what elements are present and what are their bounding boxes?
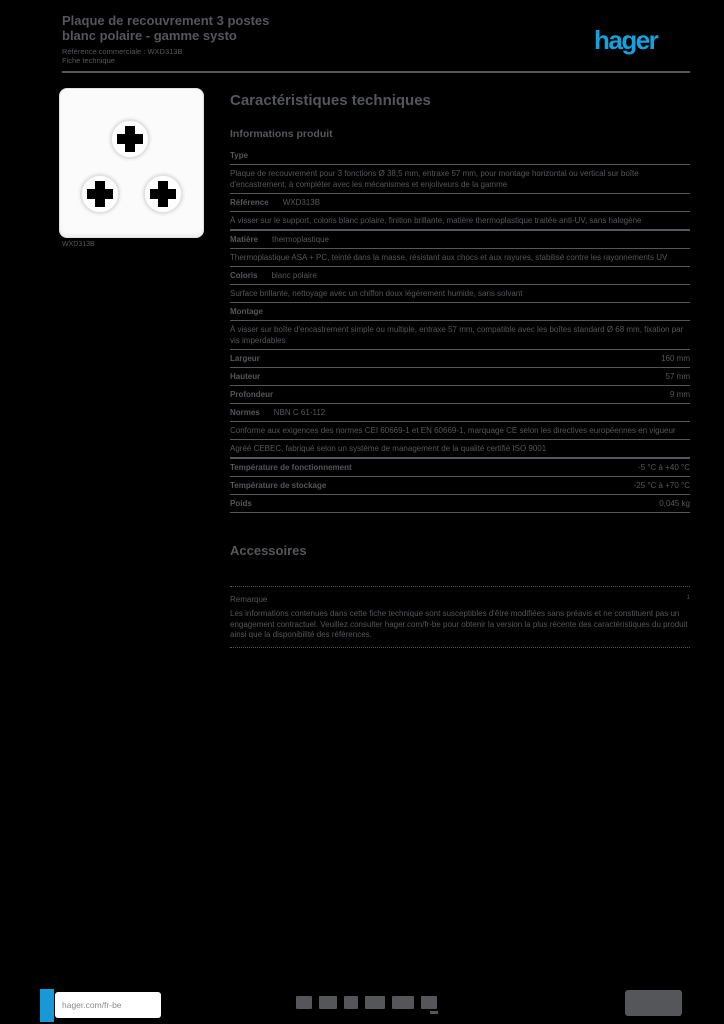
spec-text-row: Conforme aux exigences des normes CEI 60… bbox=[230, 422, 690, 440]
spec-row: Type bbox=[230, 147, 690, 165]
hager-logo: hager bbox=[594, 25, 659, 55]
spec-text-row: À visser sur boîte d'encastrement simple… bbox=[230, 321, 690, 350]
main-content: Caractéristiques techniques Informations… bbox=[230, 88, 690, 648]
note-superscript: 1 bbox=[686, 595, 690, 601]
spec-text-row: Agréé CEBEC, fabriqué selon un système d… bbox=[230, 440, 690, 459]
certification-mark-icon bbox=[319, 996, 337, 1009]
page-title: Caractéristiques techniques bbox=[230, 92, 431, 109]
spec-label: Référence bbox=[230, 198, 269, 207]
certification-mark-icon bbox=[344, 996, 358, 1009]
spec-text: Plaque de recouvrement pour 3 fonctions … bbox=[230, 169, 639, 189]
header: Plaque de recouvrement 3 postes blanc po… bbox=[62, 13, 422, 65]
spec-text-row: Surface brillante, nettoyage avec un chi… bbox=[230, 285, 690, 303]
spec-value: -25 °C à +70 °C bbox=[633, 481, 690, 490]
spec-value: -5 °C à +40 °C bbox=[638, 463, 690, 472]
note-header: Remarque 1 bbox=[230, 586, 690, 604]
note-text: Les informations contenues dans cette fi… bbox=[230, 609, 690, 648]
spec-value: thermoplastique bbox=[272, 235, 329, 244]
product-title-line1: Plaque de recouvrement 3 postes bbox=[62, 13, 270, 28]
spec-value: 57 mm bbox=[665, 372, 690, 381]
header-doctype: Fiche technique bbox=[62, 56, 115, 65]
spec-text: Surface brillante, nettoyage avec un chi… bbox=[230, 289, 523, 298]
website-link[interactable]: hager.com/fr-be bbox=[62, 1000, 122, 1010]
subsection-heading: Accessoires bbox=[230, 543, 307, 558]
certification-marks bbox=[296, 996, 437, 1009]
product-image bbox=[59, 88, 204, 238]
spec-value: NBN C 61-112 bbox=[273, 408, 326, 417]
spec-label: Température de fonctionnement bbox=[230, 463, 352, 472]
spec-row: Coloris blanc polaire bbox=[230, 267, 690, 285]
spec-row: Profondeur 9 mm bbox=[230, 386, 690, 404]
certification-mark-icon bbox=[421, 996, 437, 1009]
socket-hole-left-icon bbox=[80, 174, 120, 214]
spec-row: Hauteur 57 mm bbox=[230, 368, 690, 386]
footer-accent-bar bbox=[40, 989, 54, 1022]
spec-value: 9 mm bbox=[670, 390, 690, 399]
spec-text: Thermoplastique ASA + PC, teinté dans la… bbox=[230, 253, 668, 262]
spec-text-row: Thermoplastique ASA + PC, teinté dans la… bbox=[230, 249, 690, 267]
header-divider bbox=[62, 71, 690, 73]
spec-label: Température de stockage bbox=[230, 481, 327, 490]
certification-mark-icon bbox=[296, 996, 312, 1009]
spec-label: Matière bbox=[230, 235, 259, 244]
socket-hole-top-icon bbox=[110, 119, 150, 159]
spec-value: 160 mm bbox=[661, 354, 690, 363]
spec-label: Largeur bbox=[230, 354, 260, 363]
footer-website-badge: hager.com/fr-be bbox=[55, 992, 161, 1018]
spec-row: Température de stockage -25 °C à +70 °C bbox=[230, 477, 690, 495]
spec-value: WXD313B bbox=[282, 198, 321, 207]
spec-text: À visser sur boîte d'encastrement simple… bbox=[230, 325, 684, 345]
spec-row: Montage bbox=[230, 303, 690, 321]
spec-label: Profondeur bbox=[230, 390, 274, 399]
spec-label: Hauteur bbox=[230, 372, 261, 381]
spec-label: Normes bbox=[230, 408, 260, 417]
spec-row: Température de fonctionnement -5 °C à +4… bbox=[230, 459, 690, 477]
section-heading: Informations produit bbox=[230, 128, 333, 140]
spec-value: 0,045 kg bbox=[659, 499, 690, 508]
spec-value: blanc polaire bbox=[271, 271, 317, 280]
spec-text-row: Plaque de recouvrement pour 3 fonctions … bbox=[230, 165, 690, 194]
spec-label: Type bbox=[230, 151, 249, 160]
spec-text-row: À visser sur le support, coloris blanc p… bbox=[230, 212, 690, 231]
product-title-line2: blanc polaire - gamme systo bbox=[62, 28, 237, 43]
spec-row: Référence WXD313B bbox=[230, 194, 690, 212]
spec-label: Coloris bbox=[230, 271, 258, 280]
header-reference: Référence commerciale : WXD313B bbox=[62, 47, 183, 56]
spec-row: Poids 0,045 kg bbox=[230, 495, 690, 513]
spec-text: À visser sur le support, coloris blanc p… bbox=[230, 216, 642, 225]
image-caption: WXD313B bbox=[62, 241, 95, 248]
spec-label: Poids bbox=[230, 499, 252, 508]
note-label: Remarque bbox=[230, 595, 268, 604]
spec-row: Normes NBN C 61-112 bbox=[230, 404, 690, 422]
certification-mark-icon bbox=[392, 996, 414, 1009]
spec-label: Montage bbox=[230, 307, 263, 316]
spec-row: Matière thermoplastique bbox=[230, 231, 690, 249]
page-number-badge bbox=[625, 990, 682, 1016]
spec-text: Conforme aux exigences des normes CEI 60… bbox=[230, 426, 676, 435]
certification-mark-icon bbox=[365, 996, 385, 1009]
spec-text: Agréé CEBEC, fabriqué selon un système d… bbox=[230, 444, 547, 453]
spec-row: Largeur 160 mm bbox=[230, 350, 690, 368]
certification-footnote-icon bbox=[430, 1011, 438, 1014]
socket-hole-right-icon bbox=[143, 174, 183, 214]
